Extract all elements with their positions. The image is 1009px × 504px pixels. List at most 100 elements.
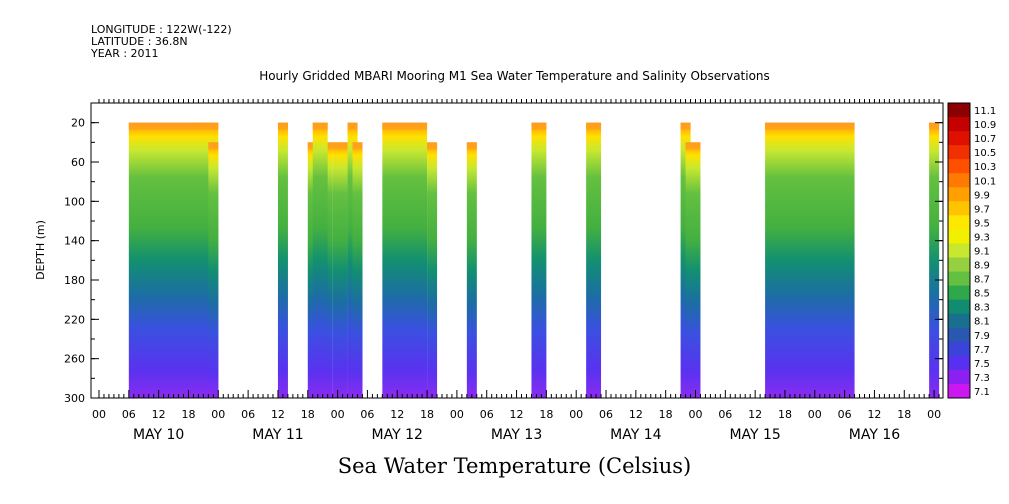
x-hour-label: 00	[211, 408, 225, 421]
colorbar-swatch	[948, 159, 970, 174]
surface-warm-band	[312, 122, 328, 130]
colorbar-level-label: 9.7	[974, 204, 990, 215]
x-day-label: MAY 13	[491, 427, 542, 443]
data-block	[586, 122, 602, 399]
surface-warm-band	[427, 142, 438, 150]
surface-warm-band	[466, 142, 477, 150]
x-day-label: MAY 12	[372, 427, 423, 443]
surface-warm-band	[680, 122, 691, 130]
x-hour-label: 12	[867, 408, 881, 421]
colorbar-swatch	[948, 285, 970, 301]
y-tick-label: 300	[64, 392, 85, 405]
x-hour-label: 00	[450, 408, 464, 421]
colorbar-level-label: 8.3	[974, 303, 990, 314]
colorbar-level-label: 9.3	[974, 232, 990, 243]
data-block	[382, 122, 428, 399]
colorbar-swatch	[948, 369, 970, 385]
colorbar-swatch	[948, 145, 970, 160]
x-hour-label: 18	[420, 408, 434, 421]
x-hour-label: 00	[927, 408, 941, 421]
colorbar-level-label: 9.5	[974, 218, 990, 229]
colorbar-swatch	[948, 313, 970, 329]
latitude-label: LATITUDE : 36.8N	[91, 35, 188, 48]
data-block	[332, 142, 348, 398]
data-block	[277, 122, 288, 399]
colorbar-swatch	[948, 187, 970, 202]
surface-warm-band	[208, 142, 219, 150]
y-tick-label: 20	[71, 117, 85, 130]
colorbar-level-label: 7.1	[974, 387, 990, 398]
surface-warm-band	[188, 122, 209, 130]
data-block	[765, 122, 855, 399]
surface-warm-band	[382, 122, 428, 130]
colorbar-swatch	[948, 117, 970, 132]
plot-axes: 20 60 100 140 180 220 260 300 DEPTH (m) 00 06 12 18 0…	[34, 99, 944, 443]
surface-warm-band	[277, 122, 288, 130]
colorbar-level-label: 7.7	[974, 345, 990, 356]
surface-warm-band	[128, 122, 219, 130]
x-hour-label: 00	[92, 408, 106, 421]
x-hour-label: 06	[241, 408, 255, 421]
colorbar-level-label: 10.7	[974, 134, 996, 145]
colorbar-swatch	[948, 201, 970, 216]
x-day-label: MAY 14	[610, 427, 661, 443]
data-block	[352, 142, 363, 398]
x-hour-label: 18	[539, 408, 553, 421]
x-day-label: MAY 11	[252, 427, 303, 443]
colorbar-swatch	[948, 327, 970, 343]
colorbar-level-label: 9.1	[974, 247, 990, 258]
colorbar-swatch	[948, 341, 970, 357]
x-hour-label: 00	[688, 408, 702, 421]
y-axis-label: DEPTH (m)	[34, 220, 47, 280]
colorbar-swatch	[948, 131, 970, 146]
x-hour-label: 12	[152, 408, 166, 421]
colorbar-swatch	[948, 215, 970, 230]
colorbar-title: Sea Water Temperature (Celsius)	[337, 454, 692, 478]
colorbar: 11.1 10.9 10.7 10.5 10.3 10.1 9.9 9.7 9.5 9.3 9.1 8…	[947, 102, 996, 399]
colorbar-swatch	[948, 383, 970, 399]
data-block	[427, 142, 438, 398]
data-block	[929, 122, 940, 399]
colorbar-swatch	[948, 243, 970, 259]
data-block	[312, 122, 328, 399]
colorbar-swatch	[948, 355, 970, 371]
x-day-label: MAY 10	[133, 427, 184, 443]
x-hour-label: 06	[718, 408, 732, 421]
chart-title: Hourly Gridded MBARI Mooring M1 Sea Wate…	[259, 69, 770, 83]
x-hour-label: 00	[569, 408, 583, 421]
colorbar-swatch	[948, 103, 970, 118]
x-hour-label: 12	[271, 408, 285, 421]
longitude-label: LONGITUDE : 122W(-122)	[91, 23, 232, 36]
x-hour-label: 06	[480, 408, 494, 421]
colorbar-swatch	[948, 257, 970, 273]
x-hour-label: 12	[390, 408, 404, 421]
y-tick-label: 100	[64, 195, 85, 208]
colorbar-level-label: 7.5	[974, 359, 990, 370]
colorbar-level-label: 8.9	[974, 261, 990, 272]
surface-warm-band	[929, 122, 940, 130]
year-label: YEAR : 2011	[91, 47, 159, 60]
colorbar-level-label: 10.3	[974, 162, 996, 173]
y-tick-label: 260	[64, 353, 85, 366]
colorbar-level-label: 11.1	[974, 106, 996, 117]
data-block	[466, 142, 477, 398]
x-hour-label: 12	[748, 408, 762, 421]
surface-warm-band	[586, 122, 602, 130]
surface-warm-band	[531, 122, 547, 130]
x-hour-label: 18	[659, 408, 673, 421]
surface-warm-band	[685, 142, 701, 150]
data-block	[188, 122, 209, 399]
colorbar-level-label: 7.3	[974, 373, 990, 384]
colorbar-level-label: 8.7	[974, 275, 990, 286]
y-tick-label: 140	[64, 235, 85, 248]
colorbar-level-label: 10.9	[974, 120, 996, 131]
y-tick-label: 60	[71, 156, 85, 169]
x-hour-label: 06	[838, 408, 852, 421]
surface-warm-band	[332, 142, 348, 150]
colorbar-swatch	[948, 229, 970, 244]
data-block	[531, 122, 547, 399]
colorbar-swatch	[948, 299, 970, 315]
data-block	[685, 142, 701, 398]
data-block	[208, 142, 219, 398]
